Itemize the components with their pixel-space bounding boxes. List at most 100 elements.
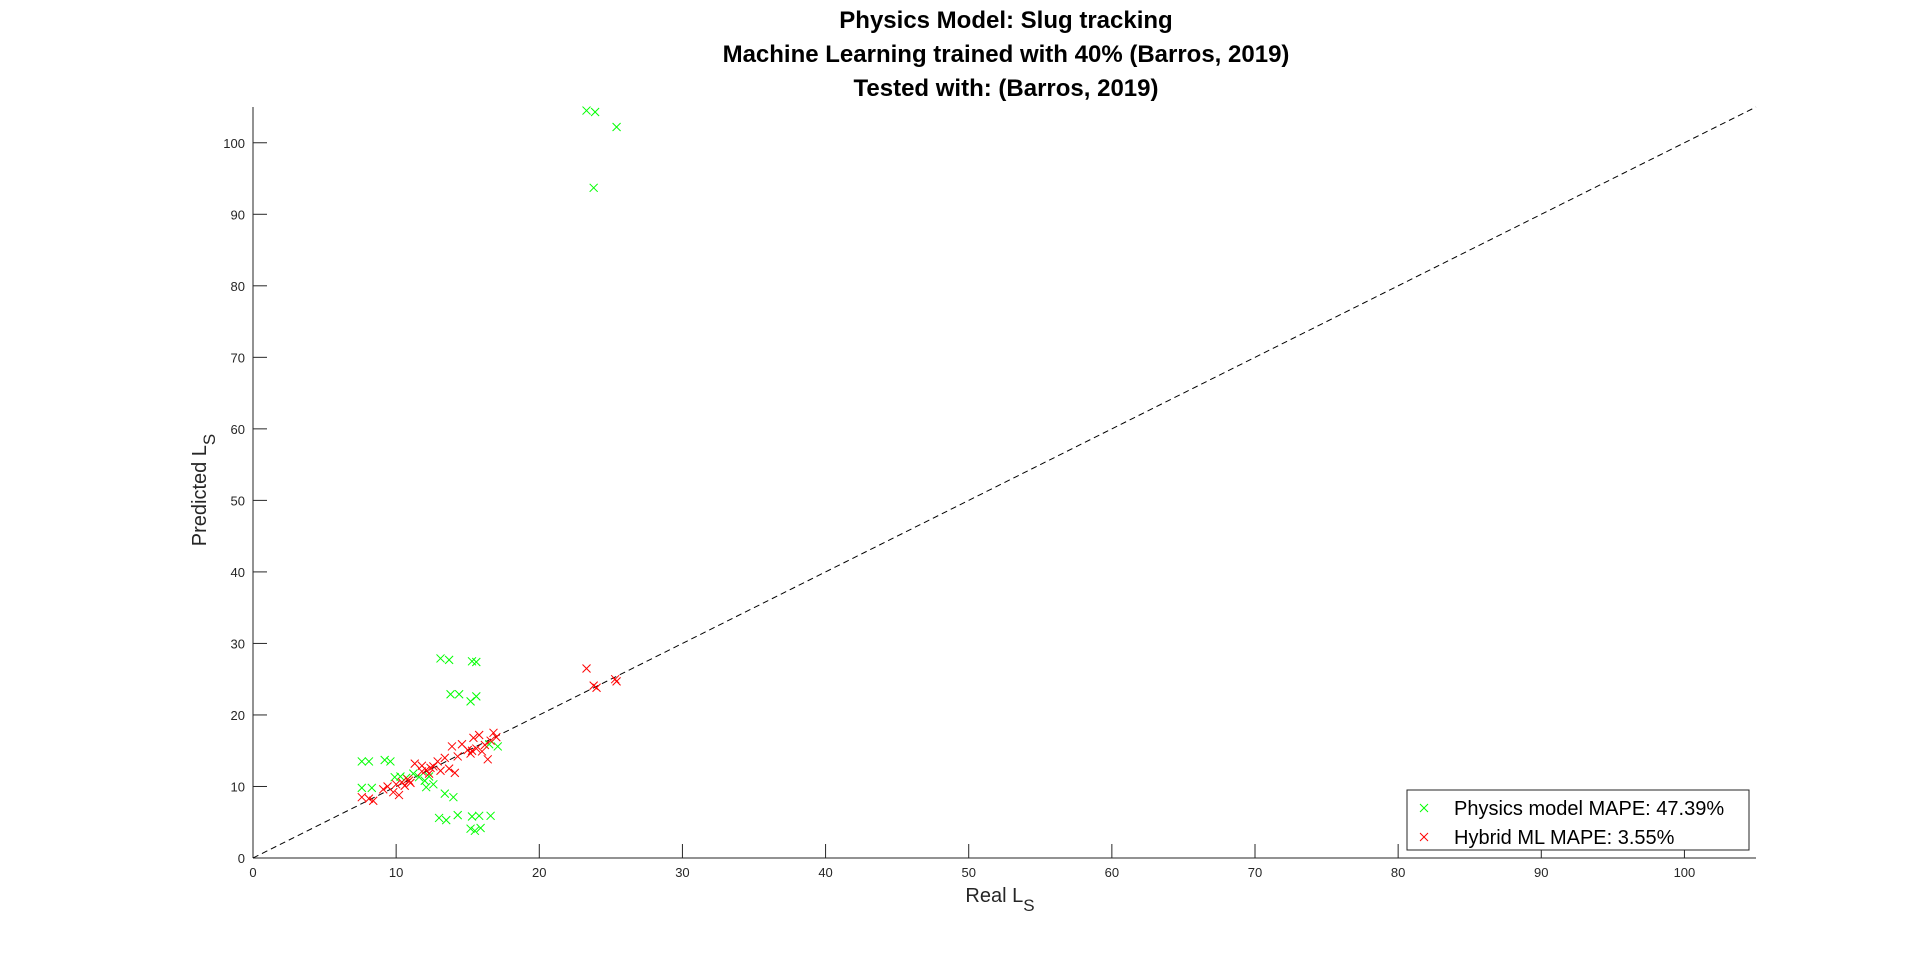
physics-model-point: [367, 783, 377, 793]
physics-model-point: [471, 657, 481, 667]
hybrid-ml-point: [612, 676, 621, 686]
physics-model-point: [467, 812, 477, 821]
y-tick-label: 40: [231, 565, 245, 580]
physics-model-point: [453, 810, 463, 820]
physics-model-point: [440, 789, 450, 798]
x-tick-label: 80: [1391, 865, 1405, 880]
y-tick-label: 10: [231, 779, 245, 794]
chart-title-line-2: Machine Learning trained with 40% (Barro…: [723, 41, 1290, 68]
physics-model-point: [364, 757, 374, 766]
physics-model-point: [436, 654, 445, 663]
x-tick-label: 100: [1674, 865, 1696, 880]
physics-model-point: [396, 772, 405, 781]
x-tick-label: 0: [249, 865, 256, 880]
physics-model-point: [414, 772, 424, 782]
physics-model-point: [582, 106, 591, 115]
legend-label-hybrid-ml: Hybrid ML MAPE: 3.55%: [1454, 827, 1675, 849]
legend-marker-physics-model-x: [1419, 803, 1429, 813]
physics-model-point: [476, 823, 485, 833]
y-tick-label: 100: [223, 136, 245, 151]
scatter-points: [357, 106, 621, 836]
hybrid-ml-point: [483, 754, 493, 764]
physics-model-point: [466, 697, 475, 706]
x-tick-label: 60: [1105, 865, 1119, 880]
hybrid-ml-point: [444, 764, 454, 773]
x-tick-label: 50: [961, 865, 975, 880]
hybrid-ml-point: [429, 762, 438, 771]
hybrid-ml-point: [388, 787, 398, 797]
hybrid-ml-point: [469, 733, 478, 743]
physics-model-point: [589, 183, 599, 193]
hybrid-ml-point: [424, 769, 434, 778]
hybrid-ml-point: [477, 747, 487, 756]
legend-marker-physics-model: [1419, 803, 1429, 813]
x-tick-label: 40: [818, 865, 832, 880]
hybrid-ml-point: [447, 742, 457, 751]
hybrid-ml-point: [410, 759, 420, 768]
y-tick-label: 70: [231, 350, 245, 365]
physics-model-point: [446, 689, 455, 699]
hybrid-ml-point: [467, 746, 477, 756]
physics-model-point: [612, 122, 621, 132]
y-tick-label: 80: [231, 279, 245, 294]
physics-model-point: [470, 826, 480, 836]
legend-label-physics-model: Physics model MAPE: 47.39%: [1454, 798, 1724, 820]
y-tick-label: 30: [231, 636, 245, 651]
legend-marker-hybrid-ml: [1419, 832, 1429, 842]
hybrid-ml-point: [453, 752, 463, 761]
y-tick-label: 20: [231, 708, 245, 723]
x-tick-label: 90: [1534, 865, 1548, 880]
hybrid-ml-point: [397, 777, 407, 787]
physics-model-point: [471, 692, 481, 701]
hybrid-ml-point: [368, 796, 378, 806]
y-tick-label: 90: [231, 207, 245, 222]
hybrid-ml-point: [440, 753, 450, 763]
hybrid-ml-point: [474, 730, 484, 740]
legend: Physics model MAPE: 47.39% Hybrid ML MAP…: [1406, 789, 1750, 851]
hybrid-ml-point: [400, 781, 410, 791]
hybrid-ml-point: [378, 784, 388, 794]
reference-line: [252, 106, 1757, 859]
hybrid-ml-point: [491, 732, 501, 742]
hybrid-ml-point: [394, 790, 404, 800]
x-tick-label: 20: [532, 865, 546, 880]
y-tick-label: 60: [231, 422, 245, 437]
y-tick-label: 0: [238, 851, 245, 866]
x-tick-label: 30: [675, 865, 689, 880]
chart-title-line-1: Physics Model: Slug tracking: [839, 7, 1172, 34]
physics-model-point: [421, 782, 431, 792]
hybrid-ml-point: [404, 776, 414, 786]
physics-model-point: [429, 779, 438, 789]
hybrid-ml-point: [450, 768, 460, 778]
hybrid-ml-point: [391, 779, 401, 789]
physics-model-point: [444, 655, 454, 665]
hybrid-ml-point: [426, 763, 435, 773]
physics-model-point: [380, 755, 390, 765]
hybrid-ml-point: [489, 728, 498, 738]
hybrid-ml-point: [480, 740, 490, 750]
x-tick-label: 70: [1248, 865, 1262, 880]
hybrid-ml-point: [436, 766, 445, 776]
physics-model-point: [357, 783, 367, 793]
legend-box: [1406, 789, 1750, 851]
physics-model-point: [441, 815, 451, 825]
y-axis-label-subscript: S: [200, 434, 219, 445]
x-axis-label: Real LS: [965, 885, 1034, 915]
hybrid-ml-point: [610, 674, 620, 684]
physics-model-point: [449, 792, 458, 802]
physics-model-point: [590, 107, 600, 117]
physics-model-point: [386, 757, 395, 766]
hybrid-ml-point: [466, 749, 475, 758]
axes: 0 10 20 30 40 50 60 70 80 90 100 0 10 20 30 40 50 60 70 80 9…: [223, 107, 1756, 880]
physics-model-point: [493, 742, 503, 751]
chart-title-line-3: Tested with: (Barros, 2019): [854, 75, 1159, 102]
hybrid-ml-point: [357, 792, 367, 802]
hybrid-ml-point: [433, 757, 443, 766]
physics-model-point: [466, 824, 475, 834]
y-axis-label: Predicted LS: [189, 434, 219, 547]
physics-model-point: [357, 757, 367, 766]
legend-marker-hybrid-ml-x: [1419, 832, 1429, 842]
physics-model-point: [424, 772, 434, 781]
hybrid-ml-point: [582, 664, 591, 673]
